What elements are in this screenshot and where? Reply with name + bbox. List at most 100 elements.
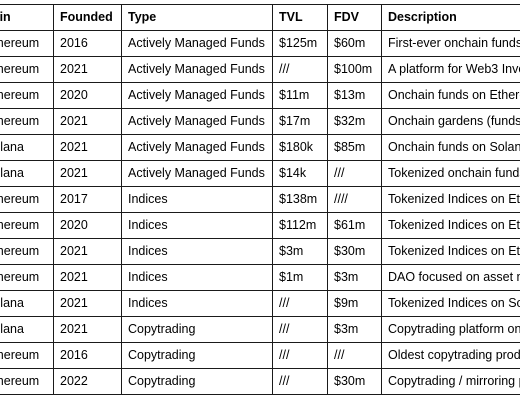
table-row: Ethereum2016Copytrading//////Oldest copy…: [0, 342, 520, 369]
cell-type: Indices: [121, 186, 273, 213]
cell-founded: 2021: [53, 134, 122, 161]
cell-fdv: $85m: [327, 134, 382, 161]
cell-chain: Ethereum: [0, 212, 54, 239]
cell-founded: 2021: [53, 56, 122, 83]
cell-fdv: $30m: [327, 238, 382, 265]
cell-description: A platform for Web3 Inve: [381, 56, 520, 83]
cell-type: Indices: [121, 212, 273, 239]
cell-tvl: $125m: [272, 30, 328, 57]
cell-tvl: $11m: [272, 82, 328, 109]
cell-description: Tokenized Indices on Sola: [381, 290, 520, 317]
cell-fdv: $30m: [327, 368, 382, 395]
cell-description: Tokenized Indices on Ethe: [381, 186, 520, 213]
cell-type: Actively Managed Funds: [121, 30, 273, 57]
cell-description: Tokenized Indices on Ethe: [381, 212, 520, 239]
table-row: Ethereum2021Actively Managed Funds$17m$3…: [0, 108, 520, 135]
cell-tvl: $3m: [272, 238, 328, 265]
table-body: Ethereum2016Actively Managed Funds$125m$…: [0, 30, 520, 395]
cell-fdv: $60m: [327, 30, 382, 57]
cell-tvl: $1m: [272, 264, 328, 291]
cell-chain: Solana: [0, 160, 54, 187]
cell-tvl: ///: [272, 56, 328, 83]
table-row: Solana2021Actively Managed Funds$180k$85…: [0, 134, 520, 161]
cell-chain: Solana: [0, 134, 54, 161]
cell-chain: Ethereum: [0, 238, 54, 265]
cell-tvl: ///: [272, 342, 328, 369]
table-row: Ethereum2022Copytrading///$30mCopytradin…: [0, 368, 520, 395]
cell-fdv: ////: [327, 186, 382, 213]
cell-fdv: ///: [327, 160, 382, 187]
cell-fdv: $32m: [327, 108, 382, 135]
cell-type: Actively Managed Funds: [121, 160, 273, 187]
cell-fdv: $61m: [327, 212, 382, 239]
header-tvl: TVL: [272, 4, 328, 31]
cell-description: Oldest copytrading produ: [381, 342, 520, 369]
cell-fdv: $100m: [327, 56, 382, 83]
cell-description: Tokenized Indices on Ethe: [381, 238, 520, 265]
cell-chain: Solana: [0, 316, 54, 343]
cell-chain: Ethereum: [0, 186, 54, 213]
cell-chain: Ethereum: [0, 108, 54, 135]
cell-chain: Ethereum: [0, 56, 54, 83]
cell-chain: Ethereum: [0, 368, 54, 395]
header-type: Type: [121, 4, 273, 31]
cell-chain: Ethereum: [0, 30, 54, 57]
table-row: Ethereum2021Actively Managed Funds///$10…: [0, 56, 520, 83]
cell-tvl: $112m: [272, 212, 328, 239]
cell-fdv: $3m: [327, 316, 382, 343]
onchain-funds-table: hain Founded Type TVL FDV Description Et…: [0, 4, 520, 395]
header-description: Description: [381, 4, 520, 31]
cell-founded: 2021: [53, 108, 122, 135]
table-row: Ethereum2020Actively Managed Funds$11m$1…: [0, 82, 520, 109]
cell-fdv: $3m: [327, 264, 382, 291]
cell-fdv: $13m: [327, 82, 382, 109]
cell-type: Actively Managed Funds: [121, 82, 273, 109]
cell-type: Actively Managed Funds: [121, 56, 273, 83]
cell-description: Copytrading / mirroring p: [381, 368, 520, 395]
cell-founded: 2020: [53, 82, 122, 109]
cell-founded: 2016: [53, 342, 122, 369]
table-row: Ethereum2016Actively Managed Funds$125m$…: [0, 30, 520, 57]
cell-founded: 2017: [53, 186, 122, 213]
cell-description: Onchain funds on Solana: [381, 134, 520, 161]
cell-type: Indices: [121, 238, 273, 265]
cell-founded: 2021: [53, 238, 122, 265]
cell-tvl: $14k: [272, 160, 328, 187]
cell-chain: Ethereum: [0, 82, 54, 109]
cell-fdv: ///: [327, 342, 382, 369]
cell-tvl: ///: [272, 368, 328, 395]
cell-tvl: $17m: [272, 108, 328, 135]
cell-chain: Ethereum: [0, 264, 54, 291]
cell-fdv: $9m: [327, 290, 382, 317]
cell-type: Actively Managed Funds: [121, 108, 273, 135]
cell-description: Tokenized onchain funds: [381, 160, 520, 187]
cell-description: Onchain gardens (funds) o: [381, 108, 520, 135]
cell-founded: 2021: [53, 160, 122, 187]
cell-founded: 2022: [53, 368, 122, 395]
cell-description: Copytrading platform on: [381, 316, 520, 343]
cell-founded: 2016: [53, 30, 122, 57]
cell-tvl: $138m: [272, 186, 328, 213]
cell-tvl: ///: [272, 290, 328, 317]
header-founded: Founded: [53, 4, 122, 31]
cell-founded: 2021: [53, 290, 122, 317]
cell-founded: 2020: [53, 212, 122, 239]
cell-founded: 2021: [53, 264, 122, 291]
table-row: Solana2021Actively Managed Funds$14k///T…: [0, 160, 520, 187]
cell-chain: Solana: [0, 290, 54, 317]
cell-founded: 2021: [53, 316, 122, 343]
cell-type: Indices: [121, 290, 273, 317]
cell-chain: Ethereum: [0, 342, 54, 369]
cell-description: First-ever onchain funds p: [381, 30, 520, 57]
cell-tvl: ///: [272, 316, 328, 343]
cell-type: Indices: [121, 264, 273, 291]
cell-type: Copytrading: [121, 342, 273, 369]
table-row: Ethereum2017Indices$138m////Tokenized In…: [0, 186, 520, 213]
cell-description: Onchain funds on Ethereu: [381, 82, 520, 109]
